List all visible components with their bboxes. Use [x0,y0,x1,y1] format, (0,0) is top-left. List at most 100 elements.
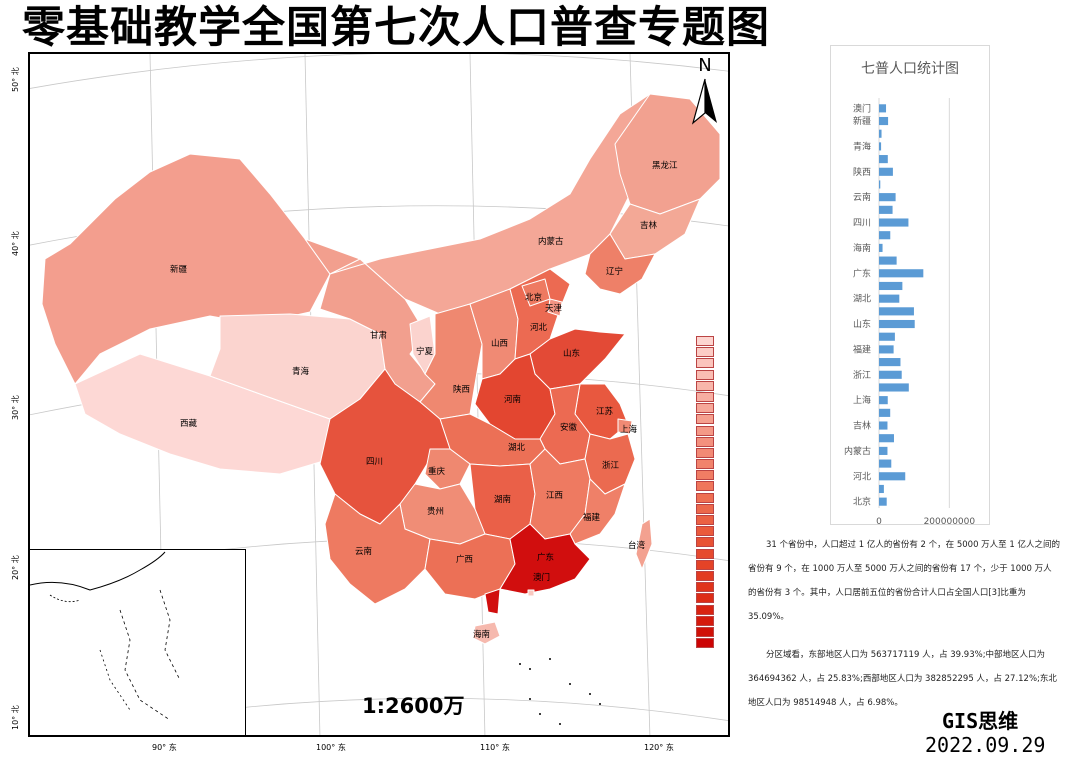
y-tick-label: 青海 [853,140,871,152]
longitude-label: 120° 东 [644,743,674,752]
date: 2022.09.29 [925,733,1046,757]
summary-paragraph-2: 分区域看，东部地区人口为 563717119 人，占 39.93%;中部地区人口… [748,650,1057,708]
province-shanghai[interactable] [617,418,633,435]
chart-bar [879,307,914,316]
color-legend [696,336,716,649]
label-shandong: 山东 [563,348,580,359]
map-frame: 黑龙江 吉林 辽宁 内蒙古 新疆 北京 天津 河北 山西 山东 甘肃 宁夏 青海… [28,52,730,737]
legend-swatch [696,503,714,514]
legend-swatch [696,615,714,626]
north-arrow-icon [691,78,717,125]
chart-bar [879,142,882,151]
label-neimenggu: 内蒙古 [538,236,564,247]
y-tick-label: 广东 [853,267,871,279]
label-xinjiang: 新疆 [170,264,188,275]
legend-swatch [696,391,714,402]
legend-swatch [696,492,714,503]
province-heilongjiang[interactable] [614,93,721,215]
y-tick-label: 四川 [853,219,871,229]
longitude-label: 110° 东 [480,743,510,752]
legend-swatch [696,638,714,649]
legend-swatch [696,582,714,593]
province-guangdong-peninsula[interactable] [484,588,501,615]
y-tick-label: 海南 [853,242,871,254]
map-canvas: 黑龙江 吉林 辽宁 内蒙古 新疆 北京 天津 河北 山西 山东 甘肃 宁夏 青海… [30,54,728,735]
y-tick-label: 陕西 [853,166,871,178]
x-tick-label: 200000000 [924,517,976,524]
south-sea-islands [519,658,601,725]
label-guangxi: 广西 [456,554,473,565]
label-hunan: 湖南 [494,494,511,505]
chart-bar [879,396,888,405]
label-hebei: 河北 [530,322,548,333]
province-xinjiang[interactable] [41,153,331,385]
label-hainan: 海南 [473,629,490,640]
label-shanxi: 山西 [491,338,508,349]
legend-swatch [696,347,714,358]
province-layer [41,93,721,645]
label-jiangsu: 江苏 [596,406,614,417]
y-tick-label: 内蒙古 [844,445,871,457]
south-china-sea-inset [30,549,246,735]
chart-bar [879,243,883,252]
legend-swatch [696,459,714,470]
chart-bar [879,497,887,506]
y-tick-label: 新疆 [853,115,871,127]
latitude-label: 10° 北 [11,705,20,730]
chart-bar [879,459,892,468]
chart-bar [879,383,909,392]
legend-swatch [696,537,714,548]
legend-swatch [696,425,714,436]
label-guizhou: 贵州 [427,506,444,517]
y-tick-label: 湖北 [853,294,871,305]
latitude-label: 30° 北 [11,395,20,420]
latitude-label: 20° 北 [11,555,20,580]
label-tianjin: 天津 [545,303,563,314]
label-macau: 澳门 [533,572,550,583]
label-zhejiang: 浙江 [602,460,620,471]
chart-bar [879,116,889,126]
legend-swatch [696,481,714,492]
province-tianjin[interactable] [547,298,563,317]
province-taiwan[interactable] [635,518,653,570]
legend-swatch [696,358,714,369]
label-heilongjiang: 黑龙江 [652,160,678,171]
label-ningxia: 宁夏 [416,346,434,357]
y-tick-label: 福建 [853,343,871,355]
legend-swatch [696,526,714,537]
chart-bar [879,408,891,417]
province-liaoning[interactable] [584,233,656,295]
legend-swatch [696,604,714,615]
chart-bar [879,358,901,367]
inset-canvas [30,551,181,721]
label-qinghai: 青海 [292,366,310,377]
chart-bar [879,345,894,354]
legend-swatch [696,436,714,447]
label-sichuan: 四川 [366,457,383,467]
province-macau[interactable] [527,589,535,597]
label-beijing: 北京 [525,292,542,303]
label-xizang: 西藏 [180,418,198,429]
chart-bar [879,231,891,240]
chart-canvas: 0 200000000 北京 河北 内蒙古 吉林 上海 浙江 福建 山东 湖北 广东 海南 四川 云南 陕西 青… [844,98,976,524]
legend-swatch [696,380,714,391]
chart-bar [879,434,894,443]
chart-bar [879,332,895,341]
chart-bar [879,167,893,176]
chart-bar [879,155,888,164]
province-hainan[interactable] [472,621,501,645]
label-henan: 河南 [504,394,521,405]
x-tick-label: 0 [876,517,882,524]
chart-bar [879,104,887,113]
y-tick-label: 澳门 [853,102,871,114]
province-guangdong[interactable] [499,523,591,595]
chart-bar [879,484,884,494]
scale-text: 1:2600万 [362,694,465,718]
legend-swatch [696,593,714,604]
chart-bar [879,319,915,329]
summary-paragraph-1: 31 个省份中，人口超过 1 亿人的省份有 2 个，在 5000 万人至 1 亿… [748,540,1060,622]
label-jilin: 吉林 [640,220,658,231]
y-tick-label: 吉林 [853,420,871,432]
legend-swatch [696,403,714,414]
label-shanghai: 上海 [620,424,638,435]
